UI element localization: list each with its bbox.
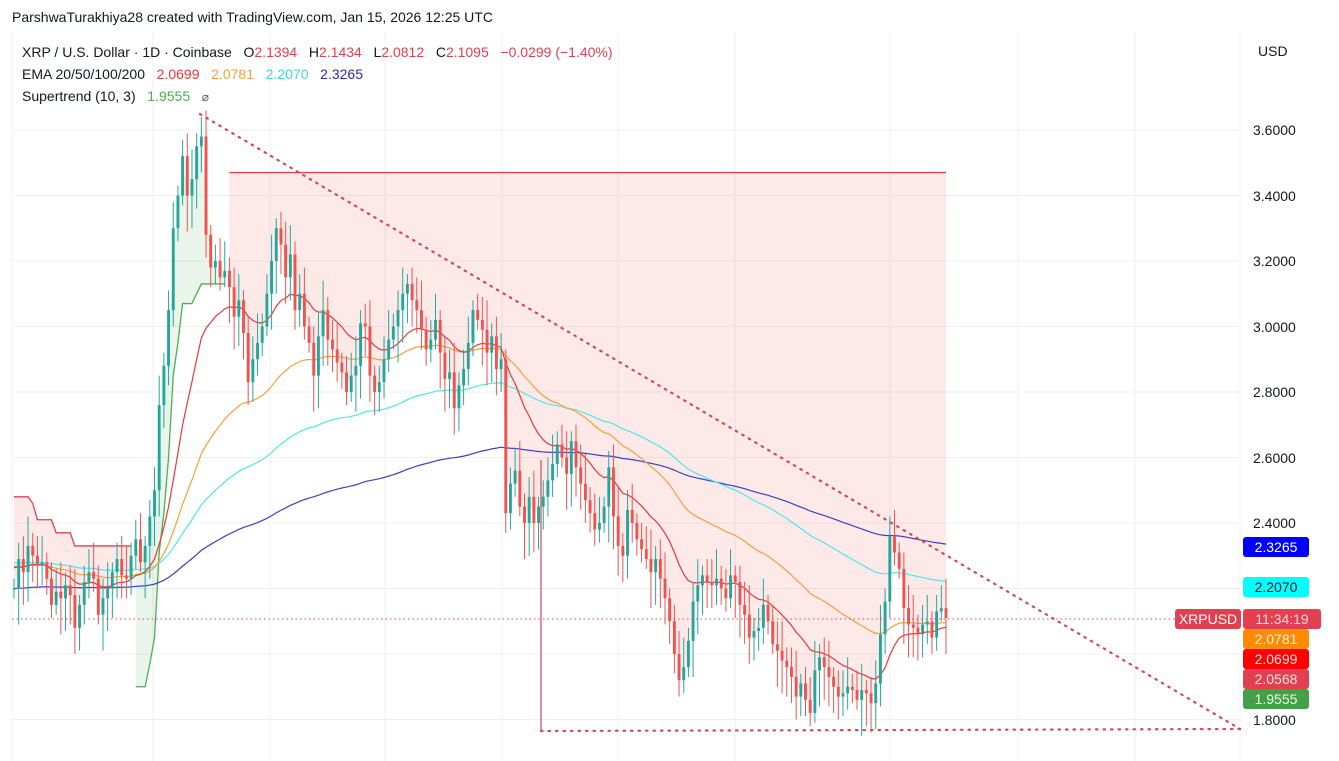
ema50-price-tag: 2.0781 [1243, 629, 1309, 649]
ema20-price-tag: 2.0699 [1243, 649, 1309, 669]
symbol-title: XRP / U.S. Dollar · 1D · Coinbase [22, 44, 232, 60]
ema50-value: 2.0781 [211, 66, 254, 82]
ema100-price-tag: 2.2070 [1243, 577, 1309, 597]
ema-label: EMA 20/50/100/200 [22, 66, 145, 82]
chart-legend: XRP / U.S. Dollar · 1D · Coinbase O2.139… [22, 41, 613, 108]
supertrend-label: Supertrend (10, 3) [22, 88, 136, 104]
price-axis-tick: 3.6000 [1253, 122, 1296, 138]
legend-ema-row[interactable]: EMA 20/50/100/200 2.0699 2.0781 2.2070 2… [22, 63, 613, 85]
price-axis-tick: 2.4000 [1253, 515, 1296, 531]
ema200-value: 2.3265 [320, 66, 363, 82]
price-axis-tick: 2.8000 [1253, 384, 1296, 400]
legend-supertrend-row[interactable]: Supertrend (10, 3) 1.9555 ⌀ [22, 85, 613, 108]
currency-label[interactable]: USD [1258, 43, 1288, 59]
low-value: 2.0812 [381, 44, 425, 60]
price-axis-tick: 2.6000 [1253, 449, 1296, 466]
chart-credit: ParshwaTurakhiya28 created with TradingV… [12, 9, 493, 25]
price-axis-tick: 3.0000 [1253, 318, 1296, 335]
symbol-price-tag: XRPUSD [1175, 609, 1241, 629]
open-label: O [243, 44, 255, 60]
change-value: −0.0299 (−1.40%) [500, 44, 613, 60]
countdown-tag: 11:34:19 [1243, 609, 1321, 629]
ema200-price-tag: 2.3265 [1243, 537, 1309, 557]
low-label: L [373, 44, 382, 60]
price-axis-tick: 3.2000 [1253, 253, 1296, 269]
ema100-value: 2.2070 [265, 66, 309, 82]
high-value: 2.1434 [319, 44, 362, 60]
supertrend-value: 1.9555 [147, 88, 191, 104]
close-value: 2.1095 [445, 44, 489, 60]
ema20-value: 2.0699 [156, 66, 200, 82]
open-value: 2.1394 [254, 44, 298, 60]
supertrend-price-tag: 1.9555 [1243, 689, 1309, 709]
price-axis-tick: 1.8000 [1253, 711, 1296, 728]
close-label: C [435, 44, 446, 60]
legend-symbol-row[interactable]: XRP / U.S. Dollar · 1D · Coinbase O2.139… [22, 41, 613, 63]
hidden-eye-icon[interactable]: ⌀ [201, 90, 210, 104]
prev-close-price-tag: 2.0568 [1243, 669, 1309, 689]
price-axis-tick: 3.4000 [1253, 187, 1296, 204]
high-label: H [308, 44, 320, 60]
